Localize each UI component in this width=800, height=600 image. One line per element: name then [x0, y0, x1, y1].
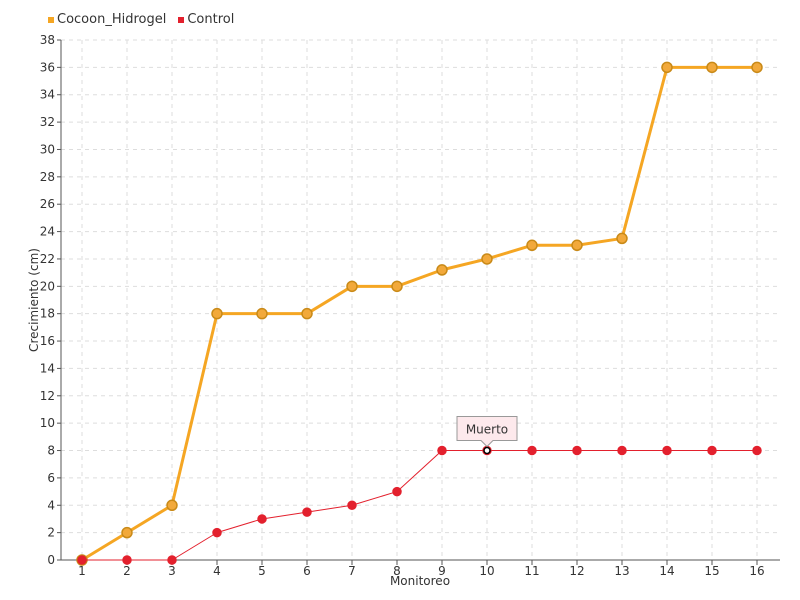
cocoon-point: [346, 280, 358, 293]
x-tick-label: 15: [704, 564, 719, 578]
y-tick-label: 36: [40, 60, 55, 74]
x-tick-label: 3: [168, 564, 176, 578]
x-tick-label: 5: [258, 564, 266, 578]
chart-annotations: Muerto: [456, 416, 518, 455]
legend-item-cocoon[interactable]: Cocoon_Hidrogel: [48, 12, 166, 27]
y-tick-label: 20: [40, 279, 55, 293]
control-point: [77, 555, 87, 565]
y-axis-title: Crecimiento (cm): [27, 248, 41, 352]
y-tick-label: 12: [40, 389, 55, 403]
control-point: [122, 555, 132, 565]
series-line-control: [82, 450, 757, 561]
x-tick-label: 1: [78, 564, 86, 578]
x-tick-label: 16: [749, 564, 764, 578]
cocoon-point: [706, 61, 718, 74]
control-point: [347, 500, 357, 511]
y-tick-label: 6: [47, 471, 55, 485]
x-tick-label: 7: [348, 564, 356, 578]
y-tick-label: 10: [40, 416, 55, 430]
annotation-marker: [483, 446, 491, 455]
y-tick-label: 30: [40, 142, 55, 156]
x-tick-label: 6: [303, 564, 311, 578]
x-tick-label: 4: [213, 564, 221, 578]
cocoon-point: [211, 307, 223, 320]
control-point: [167, 555, 177, 565]
control-point: [662, 445, 672, 456]
control-point: [257, 514, 267, 524]
control-point: [572, 445, 582, 456]
legend-label-control: Control: [187, 12, 235, 27]
cocoon-point: [256, 307, 268, 320]
control-point: [212, 527, 222, 538]
legend-swatch-control: [178, 16, 185, 23]
legend-item-control[interactable]: Control: [178, 12, 234, 27]
annotation-box: [456, 416, 518, 448]
x-tick-label: 14: [659, 564, 674, 578]
x-tick-label: 8: [393, 564, 401, 578]
y-tick-label: 18: [40, 307, 55, 321]
y-tick-label: 24: [40, 225, 55, 239]
cocoon-point: [526, 239, 538, 252]
control-point: [617, 445, 627, 456]
x-tick-label: 2: [123, 564, 131, 578]
control-point: [302, 507, 312, 517]
cocoon-point: [571, 239, 583, 252]
y-tick-label: 2: [47, 526, 55, 540]
cocoon-point: [661, 61, 673, 74]
cocoon-point: [391, 280, 403, 293]
cocoon-point: [481, 253, 493, 265]
series-line-cocoon: [81, 65, 757, 562]
annotation-label: Muerto: [466, 423, 508, 437]
x-tick-label: 12: [569, 564, 584, 578]
y-tick-label: 4: [47, 498, 55, 512]
y-tick-label: 16: [40, 334, 55, 348]
y-tick-label: 28: [40, 170, 55, 184]
cocoon-point: [616, 232, 628, 245]
chart-legend: Cocoon_Hidrogel Control: [48, 12, 234, 27]
control-point: [527, 445, 537, 456]
x-axis-title: Monitoreo: [390, 574, 450, 588]
x-tick-label: 11: [524, 564, 539, 578]
y-tick-label: 14: [40, 361, 55, 375]
y-tick-label: 26: [40, 197, 55, 211]
y-tick-label: 8: [47, 444, 55, 458]
cocoon-point: [436, 264, 448, 276]
y-tick-label: 22: [40, 252, 55, 266]
x-tick-label: 13: [614, 564, 629, 578]
control-point: [437, 445, 447, 456]
cocoon-point: [121, 526, 133, 539]
chart-series: [76, 61, 763, 566]
y-tick-label: 0: [47, 553, 55, 567]
annotation-callout: Muerto: [456, 416, 518, 455]
y-tick-label: 32: [40, 115, 55, 129]
x-tick-label: 10: [479, 564, 494, 578]
control-point: [752, 445, 762, 456]
control-point: [707, 445, 717, 456]
chart-grid: [61, 39, 780, 560]
cocoon-point: [751, 61, 763, 74]
cocoon-point: [166, 499, 178, 512]
y-tick-label: 34: [40, 88, 55, 102]
legend-label-cocoon: Cocoon_Hidrogel: [57, 12, 167, 27]
cocoon-point: [301, 307, 313, 320]
control-point: [392, 486, 402, 497]
y-tick-label: 38: [40, 33, 55, 47]
legend-swatch-cocoon: [48, 16, 54, 23]
x-tick-label: 9: [438, 564, 446, 578]
